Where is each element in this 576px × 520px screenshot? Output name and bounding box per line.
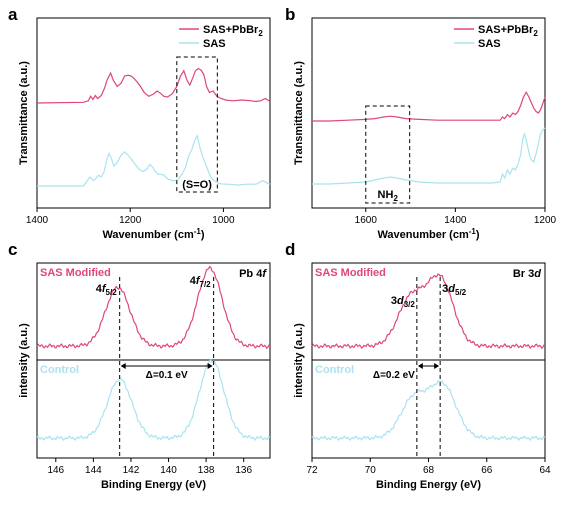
series-line-sas-pbbr2 — [312, 90, 546, 122]
x-tick-label: 1000 — [212, 215, 235, 226]
arrowhead-right — [434, 363, 440, 369]
annotation-box — [176, 56, 218, 193]
legend-label: SAS — [203, 38, 226, 50]
x-tick-label: 136 — [235, 465, 252, 476]
series-line-sas-modified — [311, 273, 546, 350]
x-tick-label: 140 — [160, 465, 177, 476]
bottom-series-label: Control — [40, 364, 79, 376]
x-tick-label: 66 — [481, 465, 493, 476]
x-tick-label: 64 — [539, 465, 551, 476]
peak-label: 3d3/2 — [391, 295, 416, 309]
panel-label-a: a — [8, 5, 18, 24]
plot-area-b: 1600 1400 1200 Wavenumber (cm-1) Transmittan… — [293, 17, 557, 241]
y-axis-label: intensity (a.u.) — [293, 323, 305, 398]
x-tick-label: 1400 — [26, 215, 49, 226]
x-tick-label: 70 — [365, 465, 377, 476]
peak-label: 4f7/2 — [190, 275, 211, 289]
arrowhead-left — [417, 363, 423, 369]
x-tick-label: 142 — [123, 465, 140, 476]
peak-label: 4f5/2 — [96, 283, 117, 297]
x-tick-label: 1600 — [355, 215, 378, 226]
plot-area-c: 146 144 142 140 138 136 Binding Energy (eV) int… — [18, 262, 271, 491]
x-axis-label: Binding Energy (eV) — [101, 479, 206, 491]
x-tick-label: 68 — [423, 465, 435, 476]
x-tick-label: 138 — [198, 465, 215, 476]
element-label: Pb 4f — [239, 268, 267, 280]
plot-frame — [36, 17, 271, 209]
annotation-box — [365, 105, 411, 204]
plot-area-d: 72 70 68 66 64 Binding Energy (eV) intensity (… — [293, 262, 551, 491]
plot-frame — [311, 17, 546, 209]
legend-label: SAS+PbBr2 — [203, 24, 263, 38]
series-line-sas — [312, 127, 546, 185]
series-line-sas-pbbr2 — [36, 67, 271, 104]
x-axis-label: Wavenumber (cm-1) — [377, 227, 479, 241]
panel-label-c: c — [8, 240, 17, 259]
series-line-sas-modified — [36, 265, 271, 350]
arrowhead-right — [207, 363, 213, 369]
delta-label: Δ=0.1 eV — [146, 370, 188, 381]
x-tick-label: 1200 — [534, 215, 557, 226]
x-tick-label: 72 — [306, 465, 318, 476]
annotation-label: NH2 — [378, 189, 399, 203]
x-tick-label: 1200 — [119, 215, 142, 226]
panel-label-b: b — [285, 5, 295, 24]
series-line-control — [36, 359, 271, 442]
x-axis-label: Wavenumber (cm-1) — [102, 227, 204, 241]
legend-label: SAS+PbBr2 — [478, 24, 538, 38]
element-label: Br 3d — [513, 268, 541, 280]
x-tick-label: 146 — [47, 465, 64, 476]
series-line-control — [311, 379, 546, 442]
x-axis-label: Binding Energy (eV) — [376, 479, 481, 491]
legend-label: SAS — [478, 38, 501, 50]
top-series-label: SAS Modified — [40, 267, 111, 279]
y-axis-label: Transmittance (a.u.) — [293, 61, 305, 165]
bottom-series-label: Control — [315, 364, 354, 376]
delta-label: Δ=0.2 eV — [373, 370, 415, 381]
y-axis-label: Transmittance (a.u.) — [18, 61, 30, 165]
peak-label: 3d5/2 — [442, 283, 467, 297]
plot-area-a: 1400 1200 1000 Wavenumber (cm-1) Transmittan… — [18, 17, 271, 241]
y-axis-label: intensity (a.u.) — [18, 323, 30, 398]
x-tick-label: 144 — [85, 465, 102, 476]
panel-label-d: d — [285, 240, 295, 259]
arrowhead-left — [120, 363, 126, 369]
series-line-sas — [37, 133, 271, 187]
annotation-label: (S=O) — [182, 179, 212, 191]
x-tick-label: 1400 — [444, 215, 467, 226]
top-series-label: SAS Modified — [315, 267, 386, 279]
